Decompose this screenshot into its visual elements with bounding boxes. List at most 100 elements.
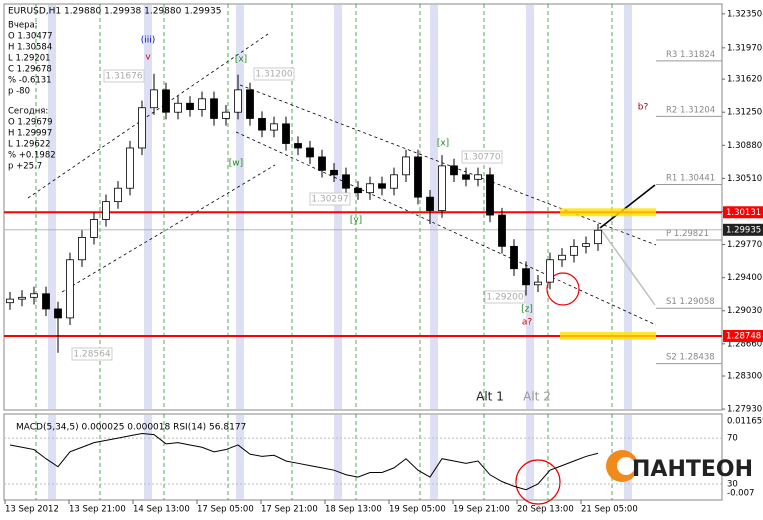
candle-body xyxy=(174,102,182,113)
candle-body xyxy=(558,254,566,261)
candle-body xyxy=(258,118,266,131)
session-band xyxy=(48,415,56,499)
logo-text: ПАНТЕОН xyxy=(632,457,753,482)
candle-body xyxy=(138,107,146,149)
candle-body xyxy=(474,174,482,180)
candle-body xyxy=(378,183,386,189)
channel-line xyxy=(239,84,657,246)
candle-body xyxy=(30,293,38,298)
session-band xyxy=(526,415,534,499)
price-box xyxy=(484,290,526,304)
candle-body xyxy=(522,268,530,286)
pivot-name: R2 xyxy=(666,105,677,115)
info-line: O 1.29679 xyxy=(8,118,53,128)
candle-body xyxy=(570,245,578,256)
candle-body xyxy=(294,143,302,149)
macd-label: -0.007 xyxy=(727,489,754,499)
candle-body xyxy=(438,165,446,211)
info-line: p +25.7 xyxy=(8,162,42,172)
candle-body xyxy=(498,214,506,247)
session-band xyxy=(236,415,244,499)
annotation: v xyxy=(145,53,151,63)
pivot-label: R1 1.30441 xyxy=(666,173,715,183)
level-highlight xyxy=(560,331,656,340)
candle-body xyxy=(126,147,134,189)
annotation: [z] xyxy=(521,305,533,315)
annotation: Alt 1 xyxy=(476,390,504,404)
annotation: [x] xyxy=(235,55,247,65)
candle-body xyxy=(186,102,194,110)
session-band xyxy=(430,415,438,499)
x-tick-label: 18 Sep 13:00 xyxy=(325,505,382,515)
pivot-value: 1.31824 xyxy=(680,49,715,59)
y-tick-label: 1.29400 xyxy=(727,273,762,283)
session-band xyxy=(334,415,342,499)
pivot-label: R3 1.31824 xyxy=(666,49,715,59)
annotation: 1.31200 xyxy=(255,70,292,80)
candle-body xyxy=(102,201,110,220)
candle-body xyxy=(222,111,230,119)
candle-body xyxy=(306,147,314,158)
pivot-value: 1.29821 xyxy=(674,228,709,238)
candle-body xyxy=(594,229,602,245)
y-tick-label: 1.29030 xyxy=(727,306,762,316)
pivot-name: R3 xyxy=(666,49,677,59)
price-box xyxy=(461,150,503,164)
level-tag xyxy=(723,206,763,219)
logo-mark xyxy=(617,457,635,475)
info-line: % +0.1982 xyxy=(8,151,56,161)
annotation: 1.28564 xyxy=(73,350,110,360)
candle-body xyxy=(210,98,218,119)
y-tick-label: 1.31970 xyxy=(727,43,762,53)
highlight-circle xyxy=(515,459,561,505)
x-tick-label: 20 Sep 13:00 xyxy=(517,505,574,515)
pivot-value: 1.28438 xyxy=(680,352,715,362)
pivot-name: S2 xyxy=(666,352,677,362)
x-tick-label: 14 Sep 13:00 xyxy=(133,505,190,515)
candle-body xyxy=(510,245,518,270)
info-line: Сегодня: xyxy=(8,107,48,117)
candle-body xyxy=(246,89,254,119)
candle-body xyxy=(402,156,410,176)
candle-body xyxy=(426,196,434,211)
x-tick-label: 19 Sep 21:00 xyxy=(453,505,510,515)
y-tick-label: 1.27930 xyxy=(727,405,762,415)
candle-body xyxy=(66,259,74,319)
candle-body xyxy=(282,123,290,144)
channel-line xyxy=(235,131,657,326)
candle-body xyxy=(582,243,590,247)
y-tick-label: 1.31620 xyxy=(727,75,762,85)
candle-body xyxy=(42,293,50,310)
level-label: 1.30131 xyxy=(726,208,761,218)
x-tick-label: 19 Sep 05:00 xyxy=(389,505,446,515)
info-line: Вчера: xyxy=(8,21,38,31)
session-band xyxy=(48,5,56,409)
candle-body xyxy=(354,187,362,194)
symbol-header: EURUSD,H1 1.29880 1.29938 1.29880 1.2993… xyxy=(8,7,221,17)
candle-body xyxy=(534,281,542,286)
x-tick-label: 13 Sep 2012 xyxy=(5,505,59,515)
candle-body xyxy=(390,174,398,189)
pivot-value: 1.31204 xyxy=(680,105,715,115)
session-band xyxy=(430,5,438,409)
info-line: C 1.29678 xyxy=(8,65,52,75)
x-tick-label: 21 Sep 05:00 xyxy=(581,505,638,515)
y-tick-label: 1.31250 xyxy=(727,108,762,118)
candle-body xyxy=(318,156,326,171)
info-line: O 1.30477 xyxy=(8,32,53,42)
annotation: 1.31676 xyxy=(105,72,142,82)
annotation: Alt 2 xyxy=(523,390,551,404)
annotation: [y] xyxy=(350,216,362,226)
candle-body xyxy=(78,237,86,261)
session-band xyxy=(236,5,244,409)
info-line: H 1.30584 xyxy=(8,43,52,53)
session-band xyxy=(526,5,534,409)
candle-body xyxy=(54,308,62,319)
x-tick-label: 13 Sep 21:00 xyxy=(69,505,126,515)
candle-body xyxy=(198,98,206,110)
price-label: 1.29935 xyxy=(726,225,761,235)
annotation: (iii) xyxy=(141,36,156,46)
y-tick-label: 1.30880 xyxy=(727,141,762,151)
level-highlight xyxy=(560,208,656,217)
